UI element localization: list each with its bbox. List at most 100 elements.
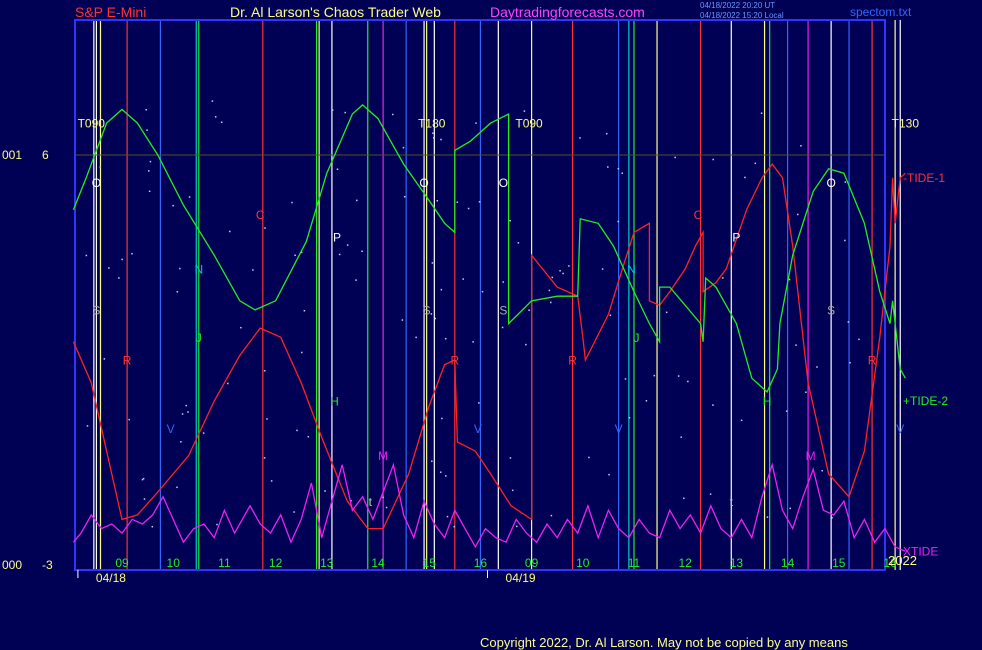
bg-dot xyxy=(432,132,434,134)
bg-dot xyxy=(303,309,306,312)
bg-dot xyxy=(550,514,553,517)
marker-label: t xyxy=(369,495,373,509)
bg-dot xyxy=(148,170,150,172)
x-tick-label: 14 xyxy=(371,556,385,570)
x-tick-label: 16 xyxy=(474,556,488,570)
bg-dot xyxy=(709,493,712,495)
bg-dot xyxy=(712,158,714,161)
bg-dot xyxy=(511,489,514,492)
marker-label: J xyxy=(196,331,202,345)
bg-dot xyxy=(108,267,110,269)
x-tick-label: 09 xyxy=(525,556,539,570)
bg-dot xyxy=(453,525,456,528)
bg-dot xyxy=(653,374,656,377)
bg-dot xyxy=(617,220,619,223)
bg-dot xyxy=(568,265,570,267)
bg-dot xyxy=(621,172,624,174)
bg-dot xyxy=(523,110,526,112)
bg-dot xyxy=(188,196,191,198)
marker-label: V xyxy=(615,422,623,436)
author-title: Dr. Al Larson's Chaos Trader Web xyxy=(230,4,441,20)
bg-dot xyxy=(382,496,384,499)
x-tick-label: 11 xyxy=(628,556,641,570)
bg-dot xyxy=(712,404,714,406)
bg-dot xyxy=(821,469,823,472)
bg-dot xyxy=(444,337,447,340)
marker-label: H xyxy=(763,395,772,409)
bg-dot xyxy=(143,498,146,500)
bg-dot xyxy=(294,254,296,257)
marker-label: C xyxy=(694,208,703,222)
date-label: 04/18 xyxy=(96,571,126,585)
bg-dot xyxy=(149,160,152,163)
bg-dot xyxy=(392,113,394,116)
marker-label: R xyxy=(568,354,577,368)
bg-dot xyxy=(601,268,604,270)
bg-dot xyxy=(502,281,505,283)
marker-label: P xyxy=(333,231,341,245)
bg-dot xyxy=(816,366,818,368)
bg-dot xyxy=(103,358,106,360)
series-label: -TIDE-1 xyxy=(903,171,945,185)
bg-dot xyxy=(605,132,608,135)
timestamp-local: 04/18/2022 15:20 Local xyxy=(700,11,784,20)
marker-label: V xyxy=(167,422,175,436)
x-tick-label: 13 xyxy=(730,556,744,570)
bg-dot xyxy=(179,267,181,270)
bg-dot xyxy=(551,276,554,279)
bg-dot xyxy=(588,456,590,459)
bg-dot xyxy=(481,290,484,293)
bg-dot xyxy=(525,343,527,346)
bg-dot xyxy=(296,429,298,432)
marker-label: N xyxy=(627,262,636,276)
marker-label: M xyxy=(806,449,816,463)
bg-dot xyxy=(628,417,631,419)
marker-label: S xyxy=(827,303,835,317)
marker-label: H xyxy=(330,395,339,409)
marker-label: T090 xyxy=(515,117,543,131)
marker-label: S xyxy=(92,303,100,317)
bg-dot xyxy=(229,230,231,233)
bg-dot xyxy=(240,326,242,329)
year-label: 2022 xyxy=(888,553,917,568)
x-tick-label: 11 xyxy=(218,556,231,570)
bg-dot xyxy=(263,370,266,372)
marker-label: O xyxy=(419,176,428,190)
bg-dot xyxy=(385,506,388,509)
site-link[interactable]: Daytradingforecasts.com xyxy=(490,4,645,20)
bg-dot xyxy=(141,478,144,481)
bg-dot xyxy=(849,361,851,364)
series-labels: -TIDE-1 +TIDE-2 XTIDE xyxy=(903,171,948,559)
marker-label: T130 xyxy=(892,117,920,131)
bg-dot xyxy=(216,523,218,526)
bg-dot xyxy=(181,413,184,415)
bg-dot xyxy=(760,112,763,114)
bg-dot xyxy=(293,511,295,513)
x-tick-label: 15 xyxy=(832,556,846,570)
bg-dot xyxy=(607,166,609,168)
bg-dot xyxy=(300,251,303,254)
bg-dot xyxy=(665,311,668,314)
bg-dot xyxy=(176,486,178,489)
marker-label: O xyxy=(499,176,508,190)
bg-dot xyxy=(431,460,433,463)
marker-label: N xyxy=(194,262,203,276)
bg-dot xyxy=(472,341,474,343)
bg-dot xyxy=(456,201,459,203)
bg-dot xyxy=(118,277,120,279)
bg-dot xyxy=(185,404,187,407)
marker-label: V xyxy=(474,422,482,436)
bg-dot xyxy=(766,516,769,518)
bg-dot xyxy=(788,278,791,281)
bg-dot xyxy=(227,382,229,385)
bg-dot xyxy=(402,146,405,149)
marker-label: T090 xyxy=(78,117,106,131)
bg-dot xyxy=(331,109,334,111)
bg-dot xyxy=(462,278,464,280)
bg-dot xyxy=(99,166,102,168)
x-tick-label: 14 xyxy=(781,556,795,570)
bg-dot xyxy=(509,457,512,459)
y-tick-right: -3 xyxy=(42,558,53,572)
x-tick-label: 10 xyxy=(167,556,181,570)
